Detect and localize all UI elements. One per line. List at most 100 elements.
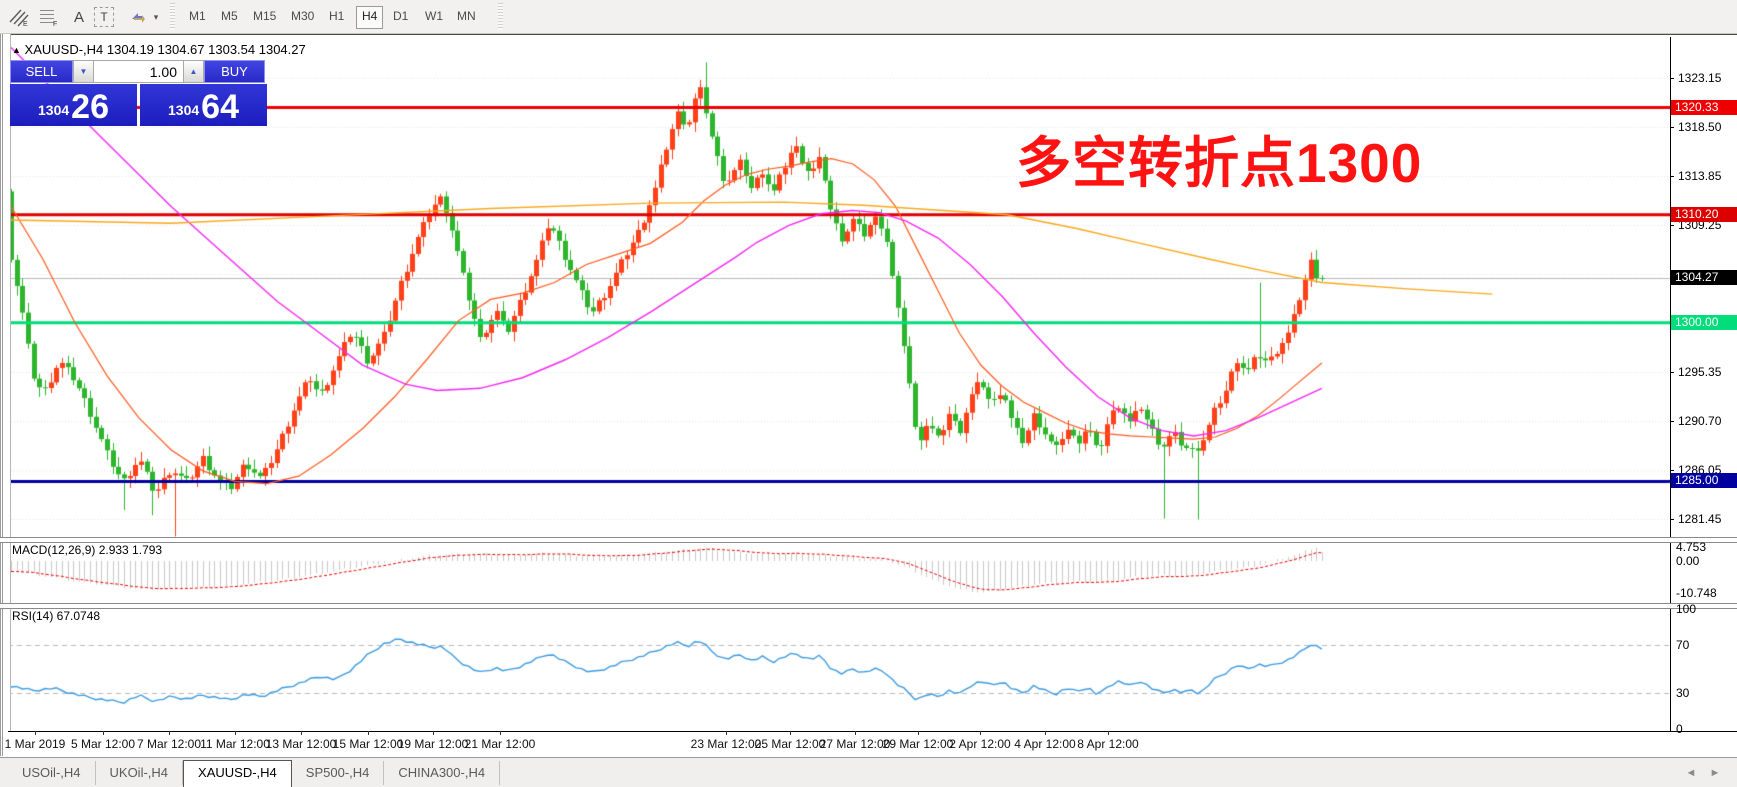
price-badge: 1320.33 <box>1671 99 1737 115</box>
buy-price-display[interactable]: 1304 64 <box>140 84 267 126</box>
time-axis-tick <box>1045 731 1046 735</box>
price-badge: 1310.20 <box>1671 206 1737 222</box>
buy-price-big: 64 <box>201 88 239 126</box>
rsi-tick-label: 0 <box>1676 721 1683 736</box>
price-chart-canvas[interactable] <box>8 37 1670 537</box>
grid-template-icon[interactable]: F <box>36 5 62 29</box>
time-axis-tick <box>235 731 236 735</box>
chart-tab-sp500h4[interactable]: SP500-,H4 <box>292 761 385 785</box>
rsi-panel-canvas[interactable] <box>8 607 1670 731</box>
time-axis-tick <box>918 731 919 735</box>
svg-text:F: F <box>53 21 57 27</box>
sell-price-big: 26 <box>71 88 109 126</box>
rsi-tick-label: 100 <box>1676 602 1697 617</box>
price-tick-mark <box>1670 421 1674 423</box>
price-axis-border <box>1670 37 1671 731</box>
text-label-icon[interactable]: A <box>73 8 84 26</box>
macd-label: MACD(12,26,9) 2.933 1.793 <box>12 543 163 557</box>
tabs-scroll-right-icon[interactable]: ► <box>1709 767 1721 779</box>
time-axis-tick <box>433 731 434 735</box>
chart-tabbar: USOil-,H4 UKOil-,H4 XAUUSD-,H4 SP500-,H4 CHI… <box>0 757 1737 787</box>
ohlc-values: 1304.19 1304.67 1303.54 1304.27 <box>106 42 306 57</box>
time-axis-label: 21 Mar 12:00 <box>464 737 536 751</box>
rsi-tick-label: 30 <box>1676 685 1690 700</box>
time-axis-tick <box>301 731 302 735</box>
window-left-frame <box>0 34 11 756</box>
macd-panel-canvas[interactable] <box>8 541 1670 604</box>
toolbar-separator <box>498 3 503 30</box>
timeframe-button-h1[interactable]: H1 <box>329 9 345 23</box>
time-axis-tick <box>35 731 36 735</box>
tabs-scroll-left-icon[interactable]: ◄ <box>1685 767 1697 779</box>
volume-down-button[interactable]: ▼ <box>73 60 94 83</box>
price-tick-mark <box>1670 224 1674 226</box>
price-tick-label: 1318.50 <box>1678 119 1722 134</box>
time-axis-tick <box>790 731 791 735</box>
price-tick-mark <box>1670 176 1674 178</box>
rsi-label: RSI(14) 67.0748 <box>12 609 101 623</box>
dropdown-caret-icon[interactable]: ▾ <box>153 11 159 22</box>
time-axis-label: 4 Apr 12:00 <box>1014 737 1076 751</box>
timeframe-button-w1[interactable]: W1 <box>425 9 443 23</box>
time-axis-label: 25 Mar 12:00 <box>754 737 826 751</box>
time-axis-label: 1 Mar 2019 <box>4 737 66 751</box>
draw-study-icon[interactable]: E <box>6 5 32 29</box>
timeframe-button-m15[interactable]: M15 <box>253 9 277 23</box>
volume-input[interactable] <box>94 60 183 83</box>
sell-button[interactable]: SELL <box>10 60 73 83</box>
chart-tab-xauusdh4[interactable]: XAUUSD-,H4 <box>183 760 292 787</box>
svg-text:E: E <box>23 21 28 27</box>
toolbar: E F A T ▾ M1 M5 M15 M30 H1 H4 D1 W1 MN <box>0 0 1737 34</box>
time-axis-tick <box>500 731 501 735</box>
timeframe-button-m5[interactable]: M5 <box>221 9 238 23</box>
chart-annotation-text: 多空转折点1300 <box>1016 132 1423 194</box>
price-tick-mark <box>1670 126 1674 128</box>
price-tick-mark <box>1670 371 1674 373</box>
buy-button[interactable]: BUY <box>204 60 265 83</box>
sell-price-small: 1304 <box>38 102 70 118</box>
chart-title: ▲ XAUUSD-,H4 1304.19 1304.67 1303.54 130… <box>12 42 306 57</box>
collapse-icon[interactable]: ▲ <box>12 45 21 55</box>
timeframe-button-mn[interactable]: MN <box>457 9 476 23</box>
toolbar-separator <box>170 3 175 30</box>
time-axis-label: 11 Mar 12:00 <box>200 737 270 751</box>
time-axis-tick <box>855 731 856 735</box>
volume-up-button[interactable]: ▲ <box>183 60 204 83</box>
time-axis-tick <box>169 731 170 735</box>
time-axis-label: 23 Mar 12:00 <box>690 737 762 751</box>
time-axis-label: 27 Mar 12:00 <box>819 737 891 751</box>
time-axis-tick <box>1108 731 1109 735</box>
text-box-icon[interactable]: T <box>94 7 114 27</box>
price-badge: 1285.00 <box>1671 473 1737 489</box>
time-axis-label: 2 Apr 12:00 <box>949 737 1011 751</box>
rsi-tick-label: 70 <box>1676 638 1690 652</box>
timeframe-button-h4[interactable]: H4 <box>356 6 384 29</box>
symbol-label: XAUUSD-,H4 <box>24 42 104 57</box>
timeframe-button-m30[interactable]: M30 <box>291 9 315 23</box>
time-axis-label: 7 Mar 12:00 <box>136 737 202 751</box>
arrows-objects-icon[interactable] <box>126 5 152 29</box>
chart-tab-ukoilh4[interactable]: UKOil-,H4 <box>96 761 184 785</box>
price-tick-mark <box>1670 470 1674 472</box>
one-click-trading-panel: SELL ▼ ▲ BUY 1304 26 1304 64 <box>10 60 267 126</box>
macd-separator[interactable] <box>0 537 1737 543</box>
sell-price-display[interactable]: 1304 26 <box>10 84 137 126</box>
timeframe-button-m1[interactable]: M1 <box>189 9 206 23</box>
price-badge: 1304.27 <box>1671 269 1737 285</box>
chart-tab-usoilh4[interactable]: USOil-,H4 <box>8 761 96 785</box>
time-axis-tick <box>103 731 104 735</box>
time-axis-label: 29 Mar 12:00 <box>882 737 954 751</box>
price-tick-label: 1295.35 <box>1678 364 1722 379</box>
macd-tick-label: 4.753 <box>1676 539 1707 554</box>
time-axis-tick <box>980 731 981 735</box>
price-tick-label: 1323.15 <box>1678 70 1722 85</box>
buy-price-small: 1304 <box>168 102 200 118</box>
chart-tab-china300h4[interactable]: CHINA300-,H4 <box>384 761 501 785</box>
time-axis-label: 19 Mar 12:00 <box>397 737 469 751</box>
timeframe-button-d1[interactable]: D1 <box>393 9 409 23</box>
price-badge: 1300.00 <box>1671 314 1737 330</box>
time-axis-tick <box>726 731 727 735</box>
rsi-separator[interactable] <box>0 603 1737 609</box>
time-axis-tick <box>368 731 369 735</box>
